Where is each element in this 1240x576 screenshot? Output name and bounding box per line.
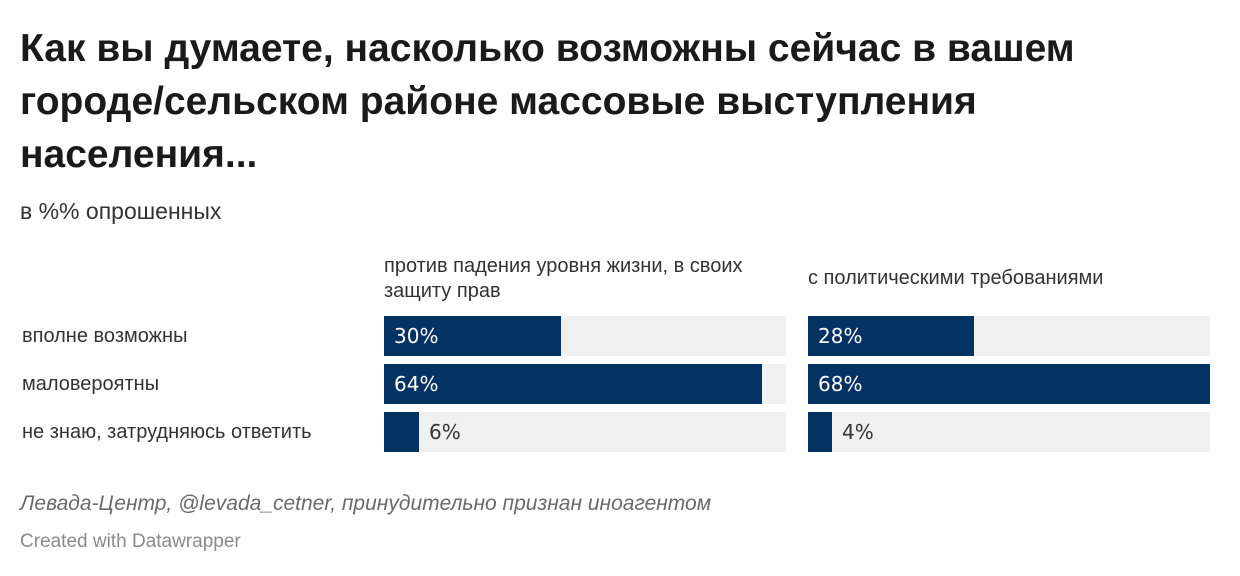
bar-value-label: 30% [394,324,439,348]
bar-track: 4% [808,412,1210,452]
bar [384,316,561,356]
bar [808,412,832,452]
bar-track: 30% [384,316,786,356]
row-label: не знаю, затрудняюсь ответить [22,421,312,443]
bar [808,364,1210,404]
row-label: маловероятны [22,373,160,395]
bar-track: 6% [384,412,786,452]
row-label: вполне возможны [22,325,188,347]
chart-title: Как вы думаете, насколько возможны сейча… [20,27,1075,176]
bar [384,364,762,404]
series-header-political: с политическими требованиями [808,267,1104,289]
bar-value-label: 4% [842,420,874,444]
bar-track: 28% [808,316,1210,356]
bar [384,412,419,452]
bar [808,316,974,356]
datawrapper-credit[interactable]: Created with Datawrapper [20,531,241,552]
source-note: Левада-Центр, @levada_cetner, принудител… [20,492,712,515]
bar-track: 64% [384,364,786,404]
bar-value-label: 68% [818,372,863,396]
bar-track: 68% [808,364,1210,404]
series-header-living-standards: против падения уровня жизни, в своих защ… [384,255,743,302]
bar-value-label: 6% [429,420,461,444]
bar-value-label: 28% [818,324,863,348]
bar-value-label: 64% [394,372,439,396]
chart-subtitle: в %% опрошенных [20,198,222,224]
